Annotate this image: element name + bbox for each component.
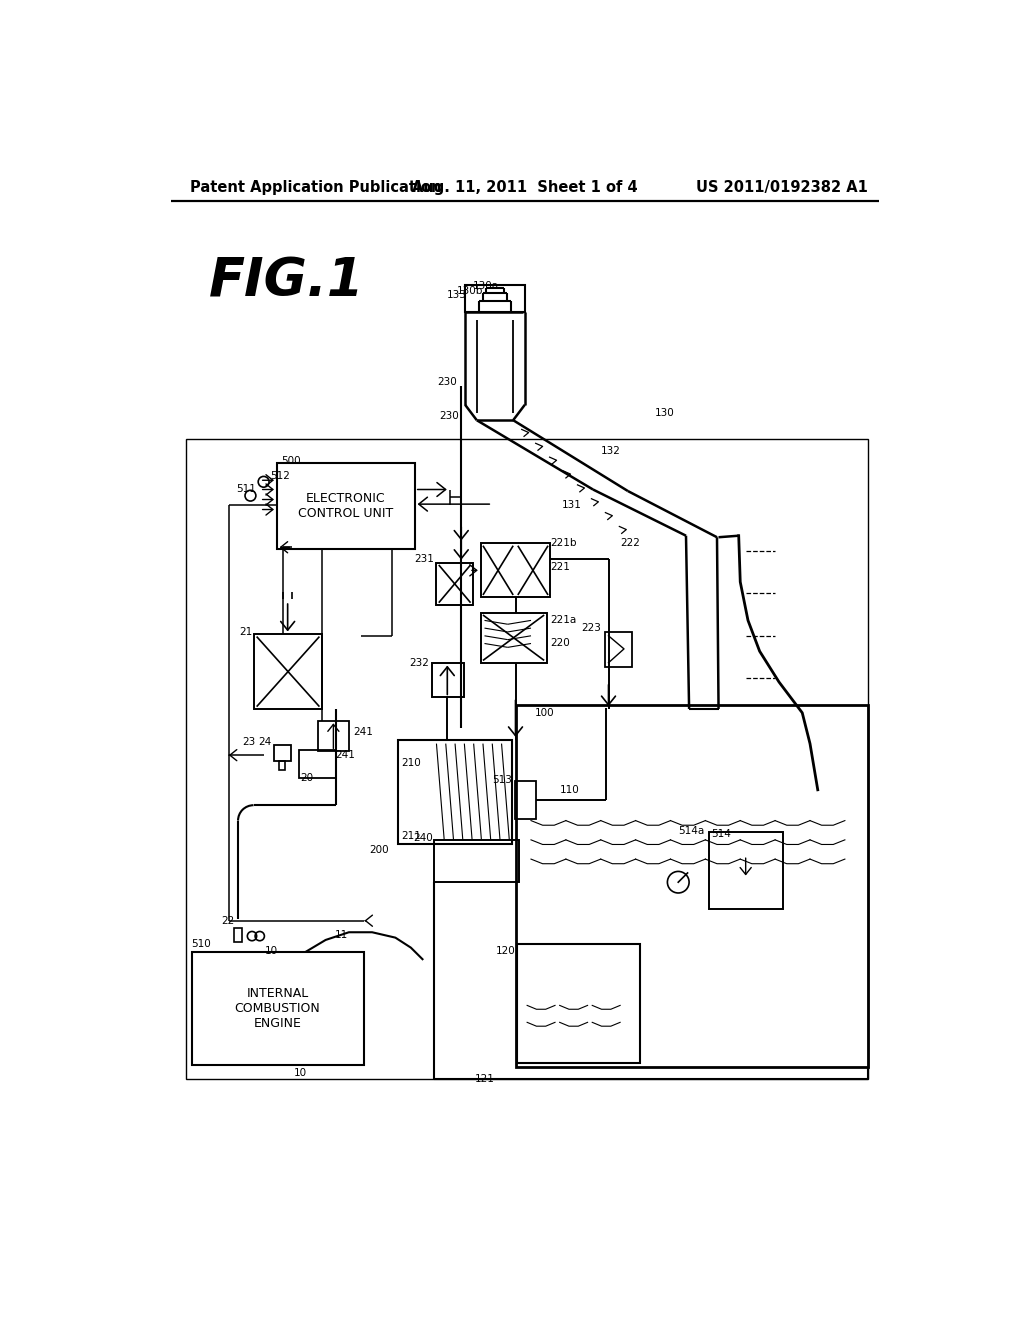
Bar bbox=[465, 285, 524, 313]
Text: 230: 230 bbox=[439, 412, 459, 421]
Text: ELECTRONIC
CONTROL UNIT: ELECTRONIC CONTROL UNIT bbox=[298, 491, 393, 520]
Bar bbox=[273, 744, 291, 760]
Text: 222: 222 bbox=[621, 539, 640, 548]
Text: 133: 133 bbox=[446, 290, 467, 301]
Bar bbox=[299, 750, 336, 779]
Text: 220: 220 bbox=[550, 639, 570, 648]
Text: 23: 23 bbox=[243, 737, 256, 747]
Text: 221b: 221b bbox=[550, 539, 577, 548]
Text: 223: 223 bbox=[581, 623, 601, 634]
Text: Aug. 11, 2011  Sheet 1 of 4: Aug. 11, 2011 Sheet 1 of 4 bbox=[412, 180, 638, 195]
Text: 221: 221 bbox=[550, 561, 570, 572]
Text: 131: 131 bbox=[562, 500, 582, 510]
Bar bbox=[515, 705, 868, 1067]
Text: 230: 230 bbox=[437, 376, 458, 387]
Text: 513: 513 bbox=[493, 775, 512, 785]
Text: 514: 514 bbox=[711, 829, 731, 838]
Bar bbox=[436, 562, 473, 605]
Text: 21: 21 bbox=[239, 627, 252, 638]
Text: 100: 100 bbox=[535, 708, 555, 718]
Text: US 2011/0192382 A1: US 2011/0192382 A1 bbox=[696, 180, 868, 195]
Text: INTERNAL
COMBUSTION
ENGINE: INTERNAL COMBUSTION ENGINE bbox=[234, 987, 321, 1030]
Text: 130: 130 bbox=[655, 408, 675, 417]
Text: 211: 211 bbox=[401, 832, 422, 841]
Text: 210: 210 bbox=[401, 758, 421, 768]
Bar bbox=[234, 928, 242, 942]
Text: FIG.1: FIG.1 bbox=[209, 256, 365, 308]
Bar bbox=[515, 780, 537, 818]
Text: 240: 240 bbox=[413, 833, 432, 843]
Text: 232: 232 bbox=[409, 657, 429, 668]
Bar bbox=[480, 612, 547, 663]
Text: 121: 121 bbox=[474, 1073, 495, 1084]
Bar bbox=[517, 944, 640, 1063]
Text: 514a: 514a bbox=[678, 825, 705, 836]
Text: 20: 20 bbox=[300, 774, 313, 783]
Text: 10: 10 bbox=[294, 1068, 307, 1078]
Text: 510: 510 bbox=[191, 939, 211, 949]
Text: 110: 110 bbox=[560, 785, 580, 795]
Bar bbox=[397, 739, 512, 843]
Text: 132: 132 bbox=[601, 446, 621, 455]
Bar bbox=[434, 840, 519, 882]
Bar bbox=[432, 663, 464, 697]
Text: 10: 10 bbox=[265, 946, 278, 957]
Bar bbox=[480, 544, 550, 598]
Bar bbox=[280, 760, 286, 770]
Text: 130b: 130b bbox=[457, 286, 483, 296]
Text: 11: 11 bbox=[335, 929, 348, 940]
Text: 24: 24 bbox=[258, 737, 271, 747]
Text: 221a: 221a bbox=[550, 615, 577, 626]
Text: 200: 200 bbox=[369, 845, 388, 855]
Text: 512: 512 bbox=[270, 471, 290, 480]
Bar bbox=[710, 832, 783, 909]
Bar bbox=[254, 635, 322, 709]
Text: 130a: 130a bbox=[472, 281, 499, 292]
Text: 22: 22 bbox=[221, 916, 234, 925]
Bar bbox=[191, 952, 365, 1065]
Bar bbox=[186, 440, 868, 1078]
Text: 241: 241 bbox=[352, 727, 373, 737]
Text: 241: 241 bbox=[336, 750, 355, 760]
Text: 511: 511 bbox=[236, 484, 256, 495]
Bar bbox=[604, 632, 632, 667]
Bar bbox=[276, 462, 415, 549]
Text: 231: 231 bbox=[415, 554, 434, 564]
Text: 120: 120 bbox=[496, 946, 515, 957]
Text: 500: 500 bbox=[282, 455, 301, 466]
Text: Patent Application Publication: Patent Application Publication bbox=[190, 180, 441, 195]
Bar bbox=[317, 721, 349, 751]
